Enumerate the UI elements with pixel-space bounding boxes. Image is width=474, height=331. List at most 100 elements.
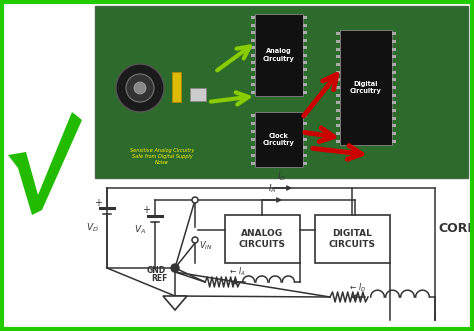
Bar [303, 115, 307, 118]
Text: CORRECT: CORRECT [438, 221, 474, 234]
Text: Digital
Circuitry: Digital Circuitry [350, 81, 382, 94]
Bar [303, 16, 307, 19]
Bar [392, 117, 396, 120]
Text: REF: REF [151, 274, 167, 283]
Bar [303, 46, 307, 49]
Bar [251, 54, 255, 57]
Bar [392, 63, 396, 66]
Bar [303, 76, 307, 79]
Bar [251, 162, 255, 165]
Bar [392, 124, 396, 127]
Bar [303, 122, 307, 125]
Text: $\leftarrow\,I_A$: $\leftarrow\,I_A$ [228, 266, 246, 278]
Text: $V_D$: $V_D$ [86, 221, 99, 233]
Bar [336, 48, 340, 51]
Bar [251, 46, 255, 49]
Bar [303, 54, 307, 57]
Bar [336, 55, 340, 58]
Text: +: + [94, 198, 102, 208]
Text: Analog
Circuitry: Analog Circuitry [263, 49, 295, 62]
Circle shape [171, 264, 179, 272]
Bar [392, 94, 396, 97]
Bar [251, 24, 255, 27]
Bar [336, 86, 340, 89]
Bar [251, 83, 255, 86]
Bar [303, 154, 307, 157]
Bar [392, 48, 396, 51]
Bar [336, 71, 340, 74]
Bar [251, 31, 255, 34]
Bar [392, 109, 396, 112]
Bar [251, 91, 255, 94]
Bar [392, 71, 396, 74]
Bar [95, 6, 468, 178]
Bar [225, 215, 300, 263]
Bar [303, 83, 307, 86]
Bar [392, 55, 396, 58]
Bar [336, 117, 340, 120]
Text: $I_D$: $I_D$ [277, 170, 287, 183]
Bar [392, 132, 396, 135]
Bar [303, 146, 307, 149]
Bar [336, 94, 340, 97]
Bar [251, 69, 255, 71]
Bar [303, 130, 307, 133]
Bar [251, 61, 255, 64]
Bar [336, 32, 340, 35]
Bar [303, 24, 307, 27]
Bar [172, 72, 181, 102]
Bar [251, 130, 255, 133]
Bar [251, 16, 255, 19]
Bar [251, 138, 255, 141]
Bar [190, 88, 206, 101]
Polygon shape [163, 296, 187, 310]
Bar [340, 30, 392, 145]
Circle shape [116, 64, 164, 112]
Bar [392, 78, 396, 81]
Bar [251, 146, 255, 149]
Bar [392, 140, 396, 143]
Text: GND: GND [147, 266, 166, 275]
Text: $\leftarrow\,I_D$: $\leftarrow\,I_D$ [347, 281, 366, 294]
Bar [303, 138, 307, 141]
Bar [336, 109, 340, 112]
Text: ANALOG
CIRCUITS: ANALOG CIRCUITS [239, 229, 286, 249]
Bar [336, 140, 340, 143]
Bar [392, 32, 396, 35]
Text: Sensitive Analog Circuitry
Safe from Digital Supply
Noise: Sensitive Analog Circuitry Safe from Dig… [130, 148, 194, 165]
Bar [251, 115, 255, 118]
Bar [303, 61, 307, 64]
Bar [336, 78, 340, 81]
Bar [303, 91, 307, 94]
Polygon shape [8, 112, 82, 215]
Text: Clock
Circuitry: Clock Circuitry [263, 133, 295, 146]
Bar [336, 101, 340, 104]
Bar [303, 69, 307, 71]
Text: DIGITAL
CIRCUITS: DIGITAL CIRCUITS [329, 229, 376, 249]
Bar [336, 63, 340, 66]
Bar [392, 40, 396, 43]
Bar [336, 132, 340, 135]
Circle shape [192, 197, 198, 203]
Bar [392, 101, 396, 104]
Circle shape [134, 82, 146, 94]
Circle shape [192, 237, 198, 243]
Text: $V_{IN}$: $V_{IN}$ [199, 239, 213, 252]
Bar [336, 40, 340, 43]
Bar [251, 154, 255, 157]
Bar [251, 122, 255, 125]
Bar [392, 86, 396, 89]
Bar [315, 215, 390, 263]
Text: $I_A$: $I_A$ [268, 182, 276, 195]
Bar [251, 39, 255, 42]
Bar [303, 31, 307, 34]
Circle shape [126, 74, 154, 102]
Bar [303, 39, 307, 42]
Bar [336, 124, 340, 127]
Bar [251, 76, 255, 79]
Bar [303, 162, 307, 165]
Bar [255, 112, 303, 167]
Text: +: + [142, 205, 150, 215]
Text: $V_A$: $V_A$ [134, 223, 146, 235]
Bar [255, 14, 303, 96]
